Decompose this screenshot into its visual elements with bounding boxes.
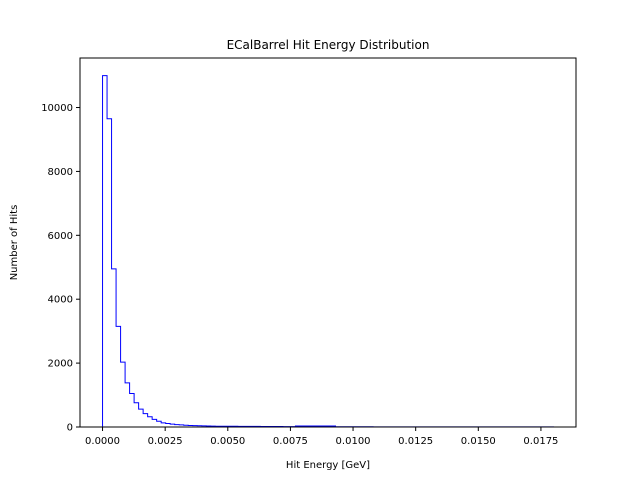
- y-tick-label: 0: [67, 423, 73, 434]
- y-tick-label: 2000: [48, 359, 73, 370]
- x-tick-label: 0.0000: [85, 436, 120, 447]
- y-axis-ticks: 0 2000 4000 6000 8000 10000: [41, 103, 80, 434]
- x-axis-ticks: 0.0000 0.0025 0.0050 0.0075 0.0100 0.0125 0.01…: [85, 427, 558, 447]
- y-tick-label: 10000: [41, 103, 73, 114]
- x-tick-label: 0.0175: [523, 436, 558, 447]
- histogram-step-line: [102, 75, 554, 428]
- x-axis-label: Hit Energy [GeV]: [286, 460, 370, 471]
- x-tick-label: 0.0125: [398, 436, 433, 447]
- y-tick-label: 4000: [48, 295, 73, 306]
- y-tick-label: 6000: [48, 231, 73, 242]
- x-tick-label: 0.0075: [273, 436, 308, 447]
- chart-title: ECalBarrel Hit Energy Distribution: [227, 38, 430, 52]
- plot-area-frame: [79, 57, 577, 428]
- x-tick-label: 0.0100: [336, 436, 371, 447]
- x-tick-label: 0.0050: [210, 436, 245, 447]
- x-tick-label: 0.0150: [461, 436, 496, 447]
- x-tick-label: 0.0025: [148, 436, 183, 447]
- y-axis-label: Number of Hits: [9, 205, 20, 281]
- y-tick-label: 8000: [48, 167, 73, 178]
